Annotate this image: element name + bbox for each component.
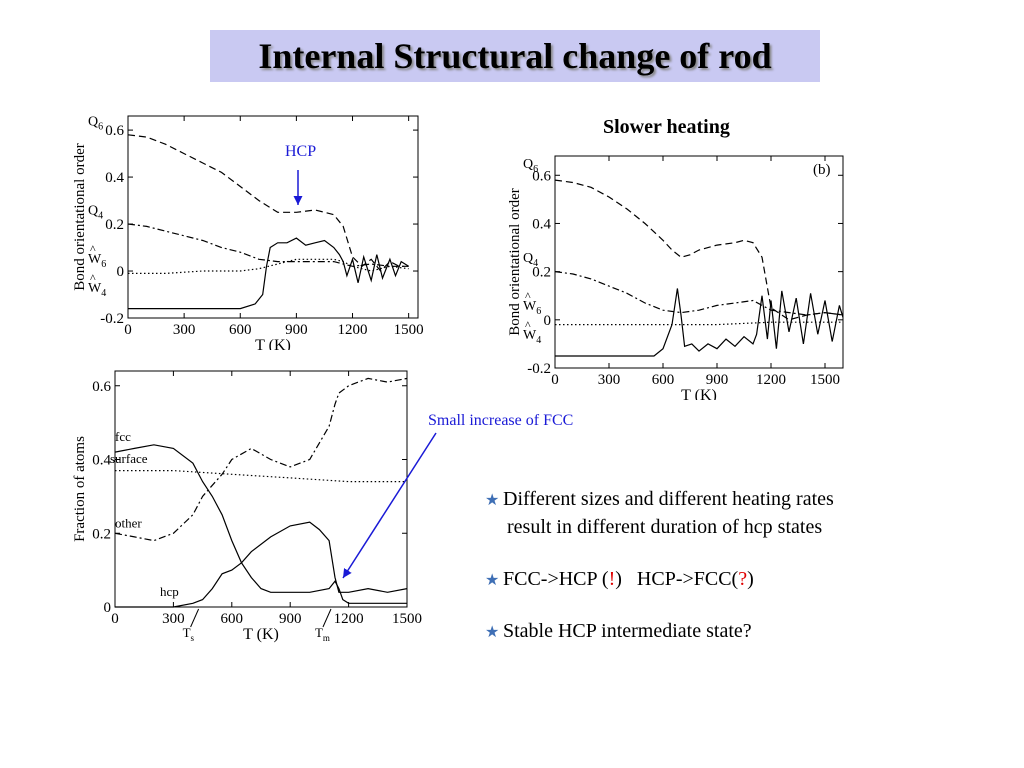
- bullet-text: Stable HCP intermediate state?: [503, 620, 752, 642]
- slower-heating-label: Slower heating: [603, 116, 730, 138]
- star-icon: ★: [485, 624, 500, 641]
- star-icon: ★: [485, 572, 500, 589]
- temperature-marker-label: Tm: [315, 625, 330, 643]
- y-tick-label: 0.6: [92, 379, 111, 395]
- chart-svg: 0 300 600 900 1200 1500-0.200.20.40.6T (K)Bon…: [507, 155, 844, 400]
- x-axis-label: T (K): [243, 626, 279, 643]
- y-tick-label: 0.2: [532, 265, 551, 281]
- x-tick-label: 300: [598, 372, 621, 388]
- x-tick-label: 1500: [810, 372, 840, 388]
- star-icon: ★: [485, 492, 500, 509]
- slide-title-box: Internal Structural change of rod: [210, 30, 820, 82]
- fraction-of-atoms-chart: 0 300 600 900 1200 1500 0 0.2 0.4 0.6 T (K) Fractio…: [70, 365, 435, 645]
- y-tick-label: 0.2: [92, 526, 111, 542]
- hat-accent: ^: [525, 289, 531, 303]
- series-line-q6: [127, 134, 409, 272]
- hat-accent: ^: [90, 271, 96, 285]
- series-label-fcc: fcc: [115, 429, 131, 444]
- y-tick-label: 0.4: [105, 170, 124, 186]
- y-tick-label: -0.2: [100, 311, 124, 327]
- bond-order-chart-b: 0 300 600 900 1200 1500 -0.2 0 0.2 0.4 0.6 T (K) Bon…: [505, 150, 850, 400]
- series-line-surface: [115, 470, 407, 483]
- plot-frame: [127, 115, 419, 319]
- fcc-annotation: Small increase of FCC: [428, 412, 574, 429]
- panel-label: (b): [813, 162, 831, 178]
- series-label-other: other: [115, 516, 142, 531]
- series-line-fcc: [114, 444, 407, 604]
- series-label-q6: Q6: [88, 114, 103, 132]
- x-tick-label: 1500: [392, 611, 422, 627]
- x-tick-label: 900: [285, 322, 308, 338]
- series-line-w4: [555, 288, 844, 357]
- x-tick-label: 1200: [334, 611, 364, 627]
- series-line-w6: [128, 258, 409, 274]
- series-line-w4: [128, 237, 409, 310]
- x-tick-label: 300: [173, 322, 196, 338]
- series-label-q6: Q6: [523, 157, 538, 175]
- bond-order-chart-a: 0 300 600 900 1200 1500 -0.2 0 0.2 0.4 0.6 T (K) Bon…: [70, 110, 430, 350]
- x-tick-label: 600: [229, 322, 252, 338]
- series-line-hcp: [115, 521, 408, 608]
- y-tick-label: 0.6: [105, 123, 124, 139]
- series-line-q4: [127, 223, 409, 267]
- y-tick-label: 0: [117, 264, 125, 280]
- series-label-hcp: hcp: [160, 584, 179, 599]
- series-label-q4: Q4: [523, 251, 538, 269]
- x-tick-label: 1200: [338, 322, 368, 338]
- x-tick-label: 0: [551, 372, 559, 388]
- x-tick-label: 900: [279, 611, 302, 627]
- bullet-text: ): [747, 568, 754, 590]
- x-tick-label: 300: [162, 611, 185, 627]
- y-tick-label: 0: [544, 313, 552, 329]
- x-tick-label: 600: [221, 611, 244, 627]
- y-tick-label: 0.4: [532, 216, 551, 232]
- y-tick-label: -0.2: [527, 361, 551, 377]
- bullet-text: Different sizes and different heating ra…: [503, 488, 834, 510]
- y-axis-label: Bond orientational order: [72, 143, 88, 290]
- series-label-surface: surface: [110, 451, 148, 466]
- chart-svg: 0 300 600 900 1200 1500-0.200.20.40.6T (K)Bon…: [72, 114, 424, 350]
- plot-frame: [554, 155, 844, 369]
- series-label-q4: Q4: [88, 204, 103, 222]
- hat-accent: ^: [90, 242, 96, 256]
- slide-title: Internal Structural change of rod: [258, 36, 772, 76]
- plot-frame: [114, 370, 408, 608]
- x-tick-label: 0: [111, 611, 119, 627]
- y-axis-label: Bond orientational order: [507, 188, 523, 335]
- exclamation-mark: !: [608, 568, 616, 590]
- y-tick-label: 0.2: [105, 217, 124, 233]
- bullet-list: ★ Different sizes and different heating …: [485, 485, 1005, 669]
- x-tick-label: 1500: [394, 322, 424, 338]
- x-tick-label: 1200: [756, 372, 786, 388]
- x-tick-label: 900: [706, 372, 729, 388]
- bullet-text: FCC->HCP (: [503, 568, 609, 590]
- series-label-w4: W4: [88, 281, 106, 299]
- series-line-q6: [554, 179, 844, 321]
- x-axis-label: T (K): [255, 337, 291, 350]
- series-line-other: [114, 377, 408, 542]
- y-tick-label: 0.4: [92, 453, 111, 469]
- bullet-text: result in different duration of hcp stat…: [507, 516, 823, 538]
- bullet-item: ★ FCC->HCP (!) HCP->FCC(?): [485, 565, 1005, 593]
- question-mark: ?: [738, 568, 748, 590]
- series-line-q4: [554, 271, 844, 316]
- series-label-w4: W4: [523, 328, 541, 346]
- x-tick-label: 600: [652, 372, 675, 388]
- bullet-text: ) HCP->FCC(: [615, 568, 739, 590]
- bullet-item: ★ Different sizes and different heating …: [485, 485, 1005, 541]
- y-tick-label: 0.6: [532, 168, 551, 184]
- bullet-item: ★ Stable HCP intermediate state?: [485, 617, 1005, 645]
- y-axis-label: Fraction of atoms: [72, 436, 88, 542]
- marker-pointer: [322, 608, 332, 628]
- series-label-w6: W6: [523, 299, 541, 317]
- x-tick-label: 0: [124, 322, 132, 338]
- hat-accent: ^: [525, 318, 531, 332]
- temperature-marker-label: Ts: [183, 625, 195, 643]
- series-label-w6: W6: [88, 252, 106, 270]
- chart-svg: 0 300 600 900 1200 1500 0 0.2 0.4 0.6 T (K) Fractio…: [72, 370, 422, 643]
- y-tick-label: 0: [104, 600, 112, 616]
- marker-pointer: [190, 608, 200, 628]
- x-axis-label: T (K): [681, 387, 717, 400]
- hcp-annotation: HCP: [285, 143, 317, 160]
